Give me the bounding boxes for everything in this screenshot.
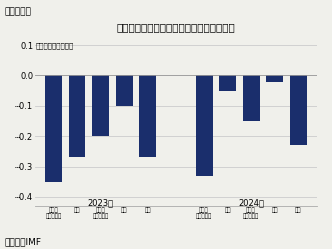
Bar [139,75,156,157]
Bar [45,75,62,182]
Bar [219,75,236,91]
Text: （資料）IMF: （資料）IMF [5,238,42,247]
Text: 2023年: 2023年 [87,198,114,207]
Bar [68,75,85,157]
Bar [266,75,283,82]
Text: （ベースライン比）: （ベースライン比） [36,43,74,49]
Text: （図表３）: （図表３） [5,7,32,16]
Bar [116,75,132,106]
Bar [290,75,307,145]
Bar [196,75,212,176]
Bar [92,75,109,136]
Text: 2024年: 2024年 [238,198,264,207]
Bar [243,75,260,121]
Title: 「妝当な代替シナリオ」の成長率への影響: 「妝当な代替シナリオ」の成長率への影響 [117,22,235,32]
